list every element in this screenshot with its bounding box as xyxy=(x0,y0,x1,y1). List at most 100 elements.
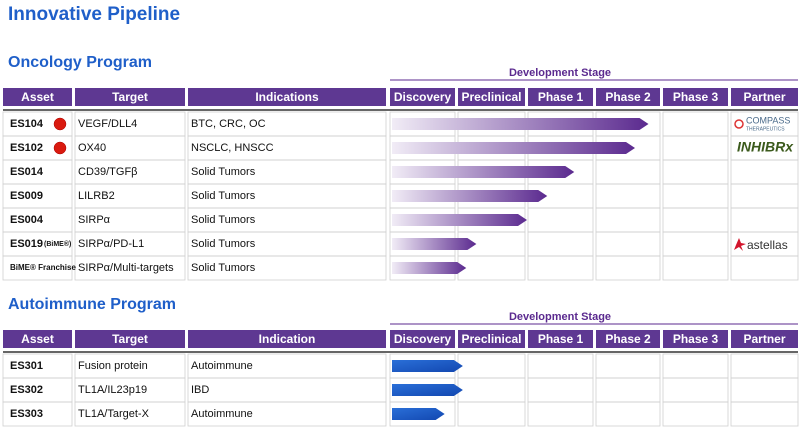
cell xyxy=(595,377,661,403)
progress-bar xyxy=(392,166,575,178)
indication: Autoimmune xyxy=(191,408,253,420)
target: SIRPα/Multi-targets xyxy=(78,262,174,274)
asset: ES019 xyxy=(10,238,43,250)
program-title: Autoimmune Program xyxy=(8,296,176,313)
cell xyxy=(389,401,456,427)
progress-bar xyxy=(392,142,635,154)
asset: ES303 xyxy=(10,408,43,420)
partner: INHIBRx xyxy=(737,139,794,155)
cell xyxy=(2,255,73,281)
cell xyxy=(595,401,661,427)
cell xyxy=(662,135,729,161)
cell xyxy=(595,207,661,233)
asset: ES009 xyxy=(10,190,43,202)
indication: Solid Tumors xyxy=(191,166,256,178)
header-cell xyxy=(528,88,593,106)
stage-heading: Development Stage xyxy=(509,311,611,323)
cell xyxy=(662,401,729,427)
header-cell xyxy=(3,88,72,106)
cell xyxy=(187,255,387,281)
cell xyxy=(527,353,594,379)
page-title: Innovative Pipeline xyxy=(8,4,180,25)
asset: BiME® Franchise xyxy=(10,263,76,272)
header-label: Target xyxy=(112,90,148,104)
cell xyxy=(187,401,387,427)
target: TL1A/Target-X xyxy=(78,408,150,420)
asset: ES302 xyxy=(10,384,43,396)
indication: BTC, CRC, OC xyxy=(191,118,266,130)
cell xyxy=(527,401,594,427)
status-dot xyxy=(53,141,67,155)
asset: ES014 xyxy=(10,166,44,178)
cell xyxy=(595,255,661,281)
target: OX40 xyxy=(78,142,106,154)
indication: Solid Tumors xyxy=(191,190,256,202)
cell xyxy=(2,401,73,427)
header-label: Phase 1 xyxy=(538,90,584,104)
cell xyxy=(527,231,594,257)
cell xyxy=(730,353,799,379)
partner: COMPASS xyxy=(746,115,790,125)
asset: ES104 xyxy=(10,118,44,130)
cell xyxy=(662,159,729,185)
header-cell xyxy=(75,330,185,348)
target: TL1A/IL23p19 xyxy=(78,384,147,396)
cell xyxy=(662,353,729,379)
progress-bar xyxy=(392,262,467,274)
target: VEGF/DLL4 xyxy=(78,118,137,130)
indication: Solid Tumors xyxy=(191,214,256,226)
cell xyxy=(457,353,526,379)
progress-bar xyxy=(392,360,463,372)
header-cell xyxy=(188,88,386,106)
cell xyxy=(730,377,799,403)
header-cell xyxy=(458,88,525,106)
cell xyxy=(74,255,186,281)
asset-note: (BiME®) xyxy=(44,240,71,248)
cell xyxy=(187,377,387,403)
cell xyxy=(527,255,594,281)
cell xyxy=(527,377,594,403)
asset: ES004 xyxy=(10,214,44,226)
cell xyxy=(730,159,799,185)
cell xyxy=(730,401,799,427)
header-label: Phase 3 xyxy=(673,332,719,346)
header-label: Phase 2 xyxy=(605,332,651,346)
cell xyxy=(595,353,661,379)
cell xyxy=(595,159,661,185)
header-label: Preclinical xyxy=(461,90,521,104)
asset: ES301 xyxy=(10,360,43,372)
indication: NSCLC, HNSCC xyxy=(191,142,274,154)
cell xyxy=(662,231,729,257)
cell xyxy=(457,255,526,281)
target: Fusion protein xyxy=(78,360,148,372)
indication: IBD xyxy=(191,384,209,396)
header-label: Discovery xyxy=(394,90,452,104)
stage-heading: Development Stage xyxy=(509,67,611,79)
partner-logo xyxy=(734,119,744,129)
header-label: Asset xyxy=(21,90,54,104)
cell xyxy=(457,377,526,403)
program-title: Oncology Program xyxy=(8,54,152,71)
partner-logo xyxy=(734,238,746,251)
header-label: Phase 1 xyxy=(538,332,584,346)
header-cell xyxy=(458,330,525,348)
header-cell xyxy=(731,88,798,106)
progress-bar xyxy=(392,118,649,130)
progress-bar xyxy=(392,214,527,226)
header-cell xyxy=(188,330,386,348)
header-cell xyxy=(596,330,660,348)
header-cell xyxy=(390,330,455,348)
progress-bar xyxy=(392,190,548,202)
header-label: Preclinical xyxy=(461,332,521,346)
cell xyxy=(74,401,186,427)
header-label: Partner xyxy=(743,332,785,346)
header-cell xyxy=(731,330,798,348)
cell xyxy=(595,183,661,209)
header-label: Discovery xyxy=(394,332,452,346)
cell xyxy=(662,255,729,281)
target: CD39/TGFβ xyxy=(78,166,138,178)
cell xyxy=(662,183,729,209)
target: LILRB2 xyxy=(78,190,115,202)
progress-bar xyxy=(392,384,463,396)
